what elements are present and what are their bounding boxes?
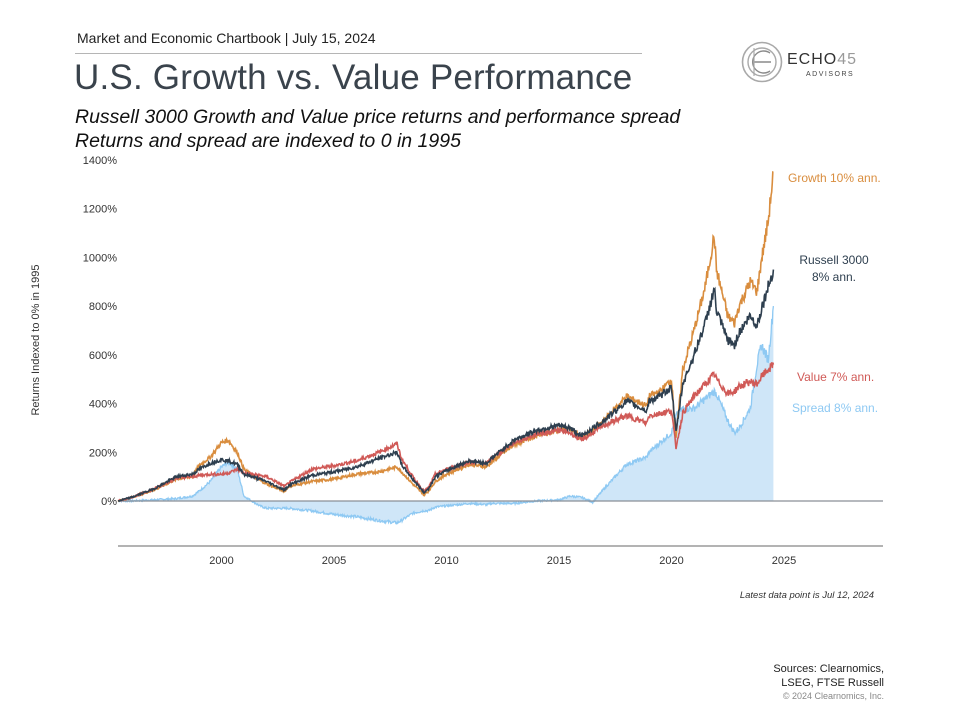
copyright: © 2024 Clearnomics, Inc.	[782, 691, 884, 701]
value-end-label: Value 7% ann.	[797, 370, 874, 384]
chartbook-header: Market and Economic Chartbook | July 15,…	[77, 30, 376, 46]
subtitle-line-2: Returns and spread are indexed to 0 in 1…	[75, 130, 461, 152]
sources-line-2: LSEG, FTSE Russell	[781, 677, 884, 689]
y-tick-label: 0%	[101, 496, 117, 508]
growth-end-label: Growth 10% ann.	[788, 171, 881, 185]
y-axis-ticks: 0% 200% 400% 600% 800% 1000% 1200% 1400%	[83, 155, 117, 508]
y-tick-label: 600%	[89, 350, 117, 362]
sources: Sources: Clearnomics, LSEG, FTSE Russell	[773, 662, 884, 690]
y-tick-label: 800%	[89, 301, 117, 313]
russell-end-label-line-1: Russell 3000	[799, 253, 869, 267]
x-tick-label: 2000	[209, 555, 233, 567]
x-tick-label: 2025	[772, 555, 796, 567]
x-tick-label: 2015	[547, 555, 571, 567]
x-tick-label: 2020	[659, 555, 683, 567]
x-axis-ticks: 2000 2005 2010 2015 2020 2025	[209, 555, 796, 567]
echo45-logo: ECHO45 ADVISORS	[740, 40, 880, 85]
subtitle: Russell 3000 Growth and Value price retu…	[75, 105, 680, 153]
x-tick-label: 2005	[322, 555, 346, 567]
spread-area	[118, 306, 774, 524]
russell-end-label-line-2: 8% ann.	[812, 270, 856, 284]
logo-wordmark-main: ECHO	[787, 51, 838, 68]
spread-end-label: Spread 8% ann.	[792, 401, 878, 415]
x-tick-label: 2010	[434, 555, 458, 567]
y-tick-label: 200%	[89, 447, 117, 459]
page-title: U.S. Growth vs. Value Performance	[74, 58, 633, 97]
latest-data-note: Latest data point is Jul 12, 2024	[739, 590, 874, 601]
y-tick-label: 1000%	[83, 252, 117, 264]
spread-line	[117, 306, 775, 525]
spread-layer	[117, 306, 775, 525]
series-lines	[117, 171, 775, 503]
y-tick-label: 1400%	[83, 155, 117, 167]
y-axis-label: Returns Indexed to 0% in 1995	[30, 264, 42, 415]
subtitle-line-1: Russell 3000 Growth and Value price retu…	[75, 106, 681, 128]
logo-subtext: ADVISORS	[806, 71, 855, 78]
logo-wordmark-number: 45	[837, 51, 858, 68]
russell-3000-line	[117, 269, 775, 502]
y-tick-label: 1200%	[83, 204, 117, 216]
sources-line-1: Sources: Clearnomics,	[773, 663, 884, 675]
series-end-labels: Growth 10% ann. Russell 3000 8% ann. Val…	[788, 171, 881, 415]
y-tick-label: 400%	[89, 399, 117, 411]
echo45-ring-logo-icon	[741, 41, 783, 83]
header-divider	[75, 53, 642, 54]
logo-wordmark: ECHO45	[787, 51, 857, 69]
